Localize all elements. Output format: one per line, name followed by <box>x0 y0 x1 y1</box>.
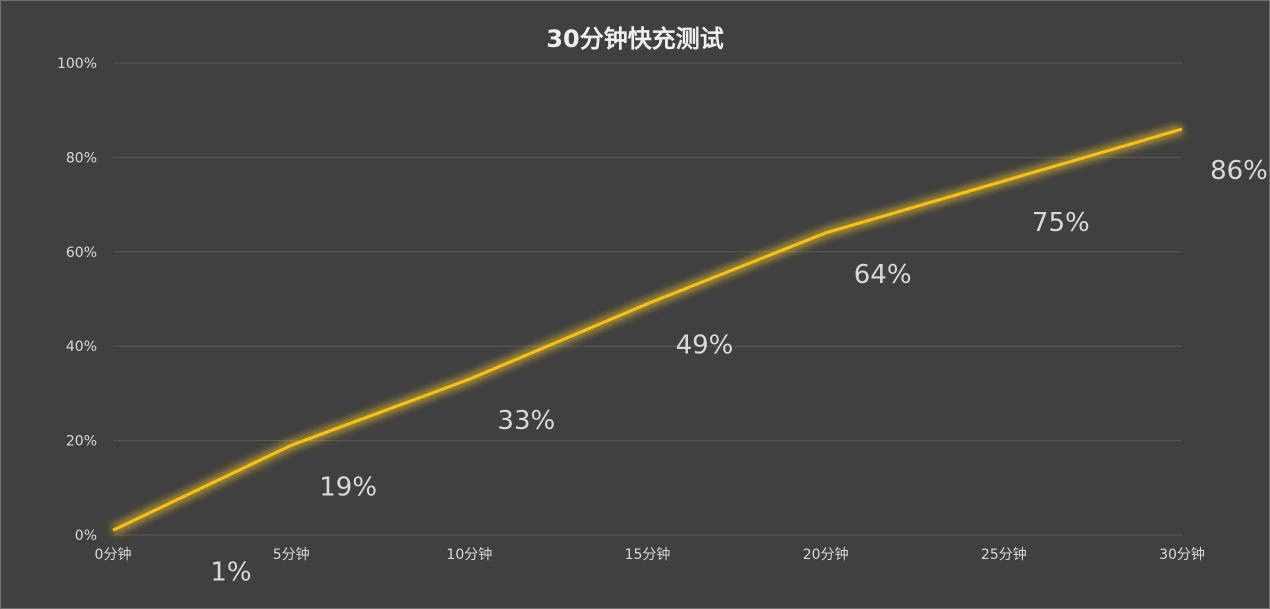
data-label: 75% <box>1032 208 1090 238</box>
y-axis-tick-labels: 0% 20% 40% 60% 80% 100% <box>57 56 97 544</box>
series-line <box>112 127 1183 532</box>
y-tick-label: 0% <box>75 528 97 544</box>
y-tick-label: 100% <box>57 56 97 72</box>
data-labels: 1% 19% 33% 49% 64% 75% 86% <box>210 156 1268 587</box>
x-axis-tick-labels: 0分钟 5分钟 10分钟 15分钟 20分钟 25分钟 30分钟 <box>95 546 1205 563</box>
x-tick-label: 20分钟 <box>803 546 849 563</box>
x-tick-label: 30分钟 <box>1159 546 1205 563</box>
data-label: 1% <box>210 557 251 587</box>
x-tick-label: 15分钟 <box>625 546 671 563</box>
data-label: 19% <box>319 472 377 502</box>
y-tick-label: 80% <box>66 150 97 166</box>
data-label: 86% <box>1210 156 1268 186</box>
data-label: 49% <box>676 331 734 361</box>
chart-title: 30分钟快充测试 <box>546 25 724 53</box>
x-tick-label: 5分钟 <box>273 546 310 563</box>
x-tick-label: 25分钟 <box>981 546 1027 563</box>
data-label: 33% <box>497 406 555 436</box>
series-layer <box>110 124 1184 535</box>
x-tick-label: 0分钟 <box>95 546 132 563</box>
x-tick-label: 10分钟 <box>446 546 492 563</box>
y-tick-label: 40% <box>66 339 97 355</box>
series-line-glow <box>110 124 1184 535</box>
y-tick-label: 20% <box>66 434 97 450</box>
data-label: 64% <box>854 260 912 290</box>
y-tick-label: 60% <box>66 245 97 261</box>
